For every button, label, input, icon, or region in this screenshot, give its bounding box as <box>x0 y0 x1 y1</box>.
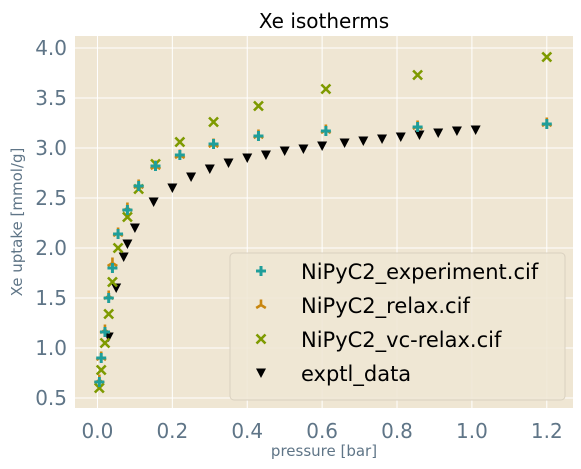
y-tick-label: 1.5 <box>35 286 67 310</box>
data-point <box>451 126 462 136</box>
y-tick-label: 1.0 <box>35 336 67 360</box>
data-point <box>113 229 124 239</box>
data-point <box>174 136 186 148</box>
data-point <box>122 211 133 223</box>
data-point <box>204 164 215 174</box>
data-point <box>208 139 219 149</box>
data-point <box>99 327 110 337</box>
data-point <box>95 364 107 376</box>
data-point <box>94 377 105 387</box>
x-tick-label: 1.2 <box>531 419 563 443</box>
data-point <box>260 150 271 160</box>
legend: NiPyC2_experiment.cif NiPyC2_relax.cif NiP… <box>229 252 566 401</box>
data-point <box>111 283 122 293</box>
data-point <box>122 205 133 215</box>
legend-label: NiPyC2_experiment.cif <box>301 260 539 285</box>
data-point <box>414 130 425 140</box>
legend-marker <box>256 266 266 276</box>
data-point <box>150 161 161 171</box>
series-0 <box>94 119 552 387</box>
data-point <box>103 293 114 303</box>
data-point <box>298 144 309 154</box>
data-point <box>320 126 331 136</box>
y-tick-label: 2.0 <box>35 236 67 260</box>
legend-marker <box>255 333 267 345</box>
data-point <box>253 131 264 141</box>
x-tick-label: 0.4 <box>231 419 263 443</box>
data-point <box>242 153 253 163</box>
data-point <box>148 197 159 207</box>
y-tick-label: 3.0 <box>35 136 67 160</box>
data-point <box>541 51 553 63</box>
x-tick-label: 0.6 <box>306 419 338 443</box>
data-point <box>377 134 388 144</box>
data-point <box>358 136 369 146</box>
data-point <box>433 128 444 138</box>
legend-box <box>229 252 566 401</box>
data-point <box>395 132 406 142</box>
data-point <box>253 100 264 112</box>
y-tick-label: 2.5 <box>35 186 67 210</box>
x-tick-label: 0.2 <box>156 419 188 443</box>
data-point <box>470 125 481 135</box>
y-tick-label: 4.0 <box>35 36 67 60</box>
legend-marker <box>256 368 266 378</box>
data-point <box>317 141 328 151</box>
legend-label: NiPyC2_relax.cif <box>301 294 470 319</box>
series-3 <box>103 125 481 342</box>
tick-layer: 0.0 0.2 0.4 0.6 0.8 1.0 1.2 0.5 1.0 1.5 2.0 2.5 3.0 3… <box>35 36 563 443</box>
data-point <box>279 146 290 156</box>
x-axis-label: pressure [bar] <box>271 442 377 460</box>
data-point <box>107 276 118 288</box>
data-point <box>133 181 144 191</box>
chart-title: Xe isotherms <box>259 9 389 33</box>
data-point <box>99 337 111 349</box>
x-tick-label: 0.0 <box>82 419 114 443</box>
y-tick-label: 3.5 <box>35 86 67 110</box>
data-point <box>223 158 234 168</box>
x-tick-label: 1.0 <box>456 419 488 443</box>
data-point <box>320 83 332 95</box>
data-point <box>129 223 140 233</box>
data-point <box>112 242 124 254</box>
data-point <box>122 239 133 249</box>
data-point <box>103 308 115 320</box>
data-point <box>339 138 350 148</box>
y-tick-label: 0.5 <box>35 386 67 410</box>
data-point <box>96 353 107 363</box>
x-tick-label: 0.8 <box>381 419 413 443</box>
legend-marker <box>255 299 267 310</box>
data-point <box>208 116 219 128</box>
data-point <box>93 382 105 394</box>
marks-layer <box>93 51 553 394</box>
data-point <box>118 252 129 262</box>
data-point <box>412 122 423 132</box>
y-axis-label: Xe uptake [mmol/g] <box>8 148 26 297</box>
data-point <box>107 263 118 273</box>
legend-label: exptl_data <box>301 362 411 387</box>
data-point <box>541 119 552 129</box>
data-point <box>186 172 197 182</box>
legend-label: NiPyC2_vc-relax.cif <box>301 328 502 353</box>
data-point <box>412 69 424 81</box>
data-point <box>167 183 178 193</box>
data-point <box>174 150 185 160</box>
